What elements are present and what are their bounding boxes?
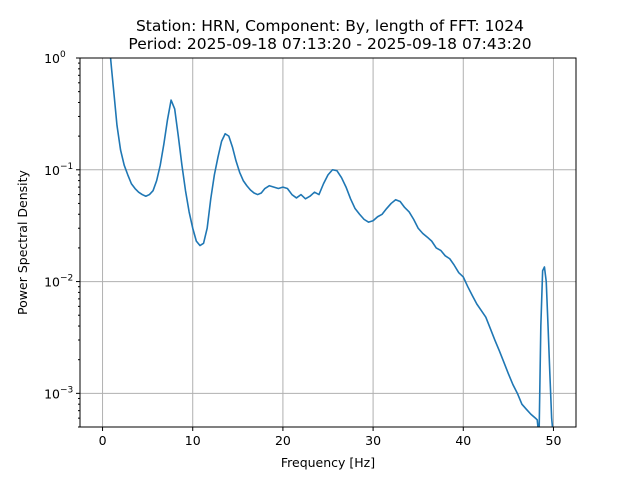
y-tick-label: 10 [44, 163, 60, 178]
y-tick-exponent: −1 [60, 162, 73, 172]
y-tick-exponent: −2 [60, 274, 73, 284]
x-axis: 0 10 20 30 40 50 [99, 427, 562, 448]
x-tick-label: 30 [365, 433, 381, 448]
x-tick-label: 40 [455, 433, 471, 448]
x-tick-label: 10 [185, 433, 201, 448]
x-tick-label: 50 [546, 433, 562, 448]
y-tick-exponent: 0 [60, 50, 66, 60]
y-tick-label: 10 [44, 51, 60, 66]
y-tick-label: 10 [44, 275, 60, 290]
chart-title-line-1: Station: HRN, Component: By, length of F… [136, 17, 524, 35]
chart-title-line-2: Period: 2025-09-18 07:13:20 - 2025-09-18… [128, 35, 531, 53]
plot-frame [79, 57, 577, 428]
psd-series-line [109, 58, 554, 427]
grid-lines [80, 57, 576, 427]
y-tick-exponent: −3 [60, 385, 73, 395]
y-axis-label: Power Spectral Density [15, 169, 30, 314]
x-tick-label: 0 [99, 433, 107, 448]
y-tick-label: 10 [44, 386, 60, 401]
x-axis-label: Frequency [Hz] [281, 455, 375, 470]
x-tick-label: 20 [275, 433, 291, 448]
